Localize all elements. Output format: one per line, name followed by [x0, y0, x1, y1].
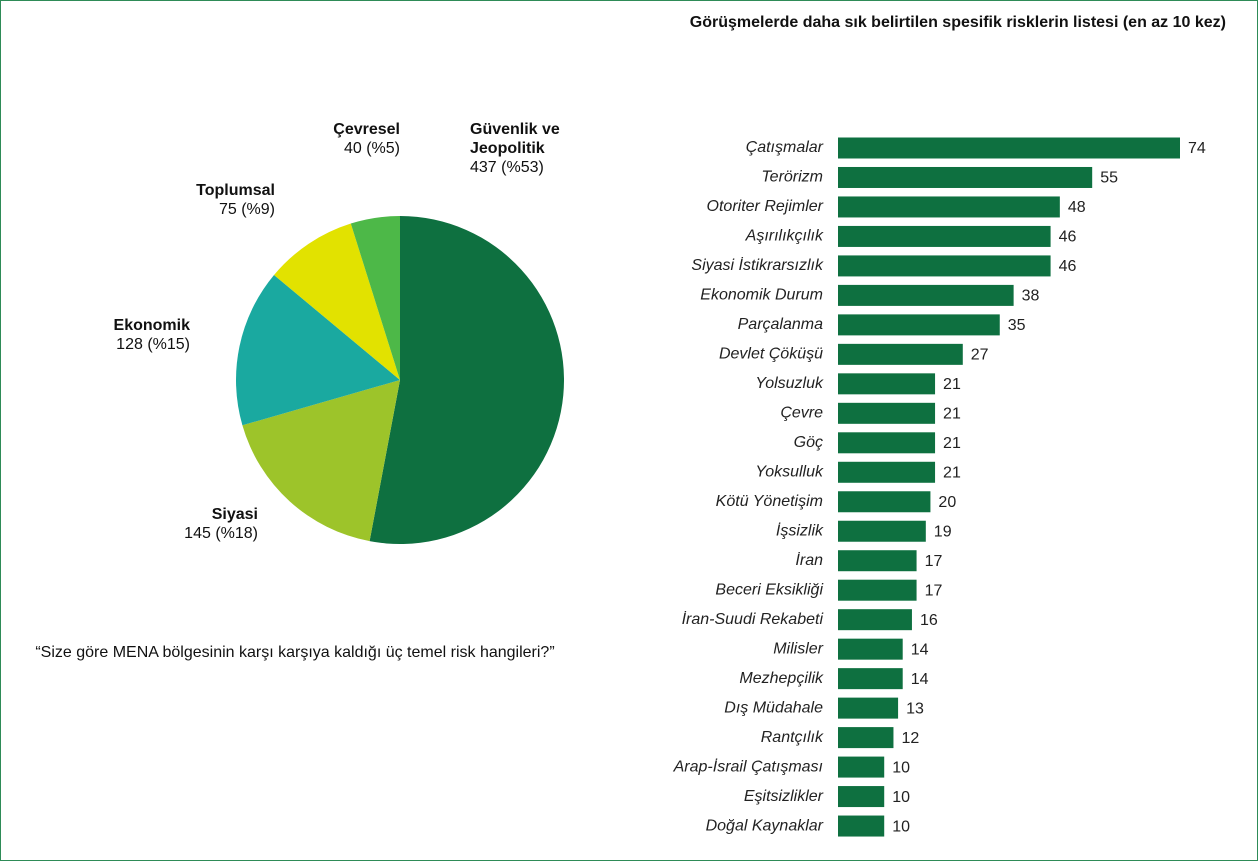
bar-category-label: Doğal Kaynaklar [706, 817, 824, 834]
bar [838, 196, 1060, 218]
bar [838, 373, 936, 395]
bar-category-label: Ekonomik Durum [700, 287, 823, 304]
bar [838, 284, 1014, 306]
pie-slice [236, 274, 400, 426]
bar [838, 786, 885, 808]
bar [838, 402, 936, 424]
bar-value-label: 19 [934, 523, 952, 540]
pie-label-value: 75 (%9) [218, 201, 275, 218]
bar [838, 668, 903, 690]
bar-value-label: 21 [943, 435, 961, 452]
bar-category-label: Parçalanma [738, 316, 823, 333]
bar-category-label: Mezhepçilik [739, 670, 824, 687]
bar-category-label: Yolsuzluk [755, 375, 824, 392]
bar-category-label: Çevre [780, 405, 823, 422]
pie-slice [274, 223, 400, 380]
bar [838, 756, 885, 778]
bar [838, 432, 936, 454]
bar-value-label: 21 [943, 464, 961, 481]
bar-value-label: 38 [1022, 288, 1040, 305]
bar-category-label: Rantçılık [761, 729, 824, 746]
bar-chart-title: Görüşmelerde daha sık belirtilen spesifi… [689, 14, 1226, 31]
bar [838, 491, 931, 513]
bar-category-label: Otoriter Rejimler [707, 198, 824, 215]
bar [838, 225, 1051, 247]
bar-value-label: 14 [911, 671, 929, 688]
pie-slice [369, 216, 564, 544]
pie-label-name: Çevresel [333, 121, 400, 138]
bar [838, 550, 917, 572]
bar-category-label: Beceri Eksikliği [715, 581, 823, 598]
bar-category-label: Aşırılıkçılık [745, 228, 824, 245]
bar-category-label: Eşitsizlikler [744, 788, 824, 805]
bar-value-label: 14 [911, 641, 929, 658]
bar [838, 314, 1000, 336]
bar-category-label: İşsizlik [776, 520, 824, 539]
bar [838, 727, 894, 749]
bar [838, 609, 912, 631]
bar-category-label: Milisler [773, 640, 823, 657]
bar [838, 166, 1093, 188]
pie-label-name: Toplumsal [196, 182, 275, 199]
bar-value-label: 55 [1100, 170, 1118, 187]
pie-label-value: 40 (%5) [343, 140, 400, 157]
bar-category-label: Yoksulluk [755, 463, 824, 480]
bar-category-label: Çatışmalar [746, 139, 824, 156]
bar-value-label: 21 [943, 406, 961, 423]
bar-category-label: Terörizm [761, 169, 823, 186]
bar-value-label: 10 [892, 789, 910, 806]
bar [838, 579, 917, 601]
bar-value-label: 35 [1008, 317, 1026, 334]
bar-value-label: 46 [1059, 258, 1077, 275]
bar-value-label: 17 [925, 582, 943, 599]
bar-value-label: 10 [892, 759, 910, 776]
bar-category-label: Siyasi İstikrarsızlık [691, 255, 824, 274]
bar [838, 520, 926, 542]
bar-value-label: 10 [892, 818, 910, 835]
pie-label-value: 437 (%53) [470, 159, 544, 176]
pie-label-name: Güvenlik ve Jeopolitik [470, 121, 560, 157]
pie-label-name: Ekonomik [113, 317, 190, 334]
bar [838, 255, 1051, 277]
bar-value-label: 46 [1059, 229, 1077, 246]
bar-category-label: Kötü Yönetişim [716, 493, 823, 510]
bar-value-label: 21 [943, 376, 961, 393]
bar-category-label: İran-Suudi Rekabeti [682, 609, 824, 628]
pie-slice [242, 380, 400, 542]
bar-category-label: Arap-İsrail Çatışması [673, 756, 823, 775]
bar [838, 461, 936, 483]
bar-category-label: İran [795, 550, 823, 569]
bar-category-label: Devlet Çöküşü [719, 346, 823, 363]
bar-value-label: 27 [971, 347, 989, 364]
bar [838, 697, 899, 719]
bar [838, 638, 903, 660]
bar-category-label: Göç [794, 434, 823, 451]
bar-category-label: Dış Müdahale [724, 699, 823, 716]
pie-label-name: Siyasi [211, 506, 258, 523]
bar-value-label: 74 [1188, 140, 1206, 157]
bar-value-label: 48 [1068, 199, 1086, 216]
bar-value-label: 13 [906, 700, 924, 717]
pie-slice [350, 216, 400, 380]
pie-label-value: 145 (%18) [184, 525, 258, 542]
bar [838, 343, 963, 365]
bar-value-label: 17 [925, 553, 943, 570]
pie-annotation: “Size göre MENA bölgesinin karşı karşıya… [35, 644, 555, 661]
bar [838, 815, 885, 837]
bar-value-label: 16 [920, 612, 938, 629]
bar-value-label: 12 [901, 730, 919, 747]
pie-label-value: 128 (%15) [116, 336, 190, 353]
bar [838, 137, 1180, 159]
bar-value-label: 20 [938, 494, 956, 511]
